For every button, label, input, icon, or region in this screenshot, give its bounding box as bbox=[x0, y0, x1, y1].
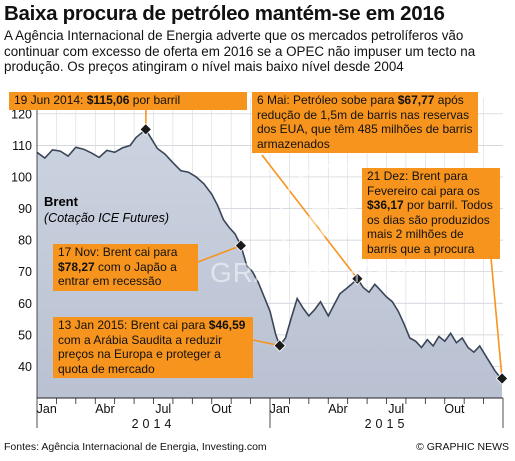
axes bbox=[36, 98, 504, 428]
annotation-marker bbox=[234, 239, 248, 252]
x-tick-labels: Jan Abr Jul Out Jan Abr Jul Out bbox=[37, 402, 465, 416]
y-tick-label: 110 bbox=[12, 139, 32, 153]
y-tick-label: 60 bbox=[18, 297, 32, 311]
series-note: (Cotação ICE Futures) bbox=[44, 211, 169, 225]
annotation-jun-2014: 19 Jun 2014: $115,06 por barril bbox=[9, 92, 247, 110]
series-name: Brent bbox=[44, 194, 79, 209]
y-tick-label: 120 bbox=[11, 107, 32, 121]
y-tick-label: 40 bbox=[18, 360, 32, 374]
y-tick-labels: 40 50 60 70 80 90 100 110 120 bbox=[11, 107, 32, 374]
x-tick-label: Jul bbox=[155, 402, 171, 416]
annotation-marker bbox=[495, 372, 509, 385]
y-tick-label: 50 bbox=[18, 328, 32, 342]
annotation-marker bbox=[273, 339, 286, 352]
x-tick-label: Out bbox=[211, 402, 232, 416]
x-tick-label: Jan bbox=[37, 402, 57, 416]
year-label: 2014 bbox=[132, 417, 176, 431]
annotation-leader bbox=[197, 244, 242, 263]
annotation-leader bbox=[261, 154, 359, 280]
annotation-dec-2015: 21 Dez: Brent para Fevereiro cai para os… bbox=[362, 168, 500, 259]
price-line bbox=[36, 128, 503, 380]
page-subtitle: A Agência Internacional de Energia adver… bbox=[4, 28, 476, 75]
x-tick-label: Jul bbox=[388, 402, 404, 416]
x-tick-label: Out bbox=[444, 402, 465, 416]
y-tick-label: 90 bbox=[18, 202, 32, 216]
year-labels: 2014 2015 bbox=[132, 417, 409, 431]
y-tick-label: 80 bbox=[18, 234, 32, 248]
annotation-marker bbox=[139, 123, 152, 136]
y-tick-label: 100 bbox=[11, 170, 32, 184]
page-title: Baixa procura de petróleo mantém-se em 2… bbox=[4, 2, 445, 25]
x-tick-label: Abr bbox=[95, 402, 114, 416]
source-note: Fontes: Agência Internacional de Energia… bbox=[4, 441, 267, 453]
annotation-jan-2015: 13 Jan 2015: Brent cai para $46,59 com a… bbox=[53, 317, 253, 379]
annotation-nov-2014: 17 Nov: Brent cai para $78,27 com o Japã… bbox=[53, 244, 198, 291]
y-tick-label: 70 bbox=[18, 265, 32, 279]
annotation-may-2015: 6 Mai: Petróleo sobe para $67,77 após re… bbox=[252, 92, 478, 154]
credit: © GRAPHIC NEWS bbox=[416, 441, 509, 453]
year-label: 2015 bbox=[365, 417, 409, 431]
x-tick-label: Jan bbox=[270, 402, 290, 416]
x-tick-label: Abr bbox=[328, 402, 347, 416]
